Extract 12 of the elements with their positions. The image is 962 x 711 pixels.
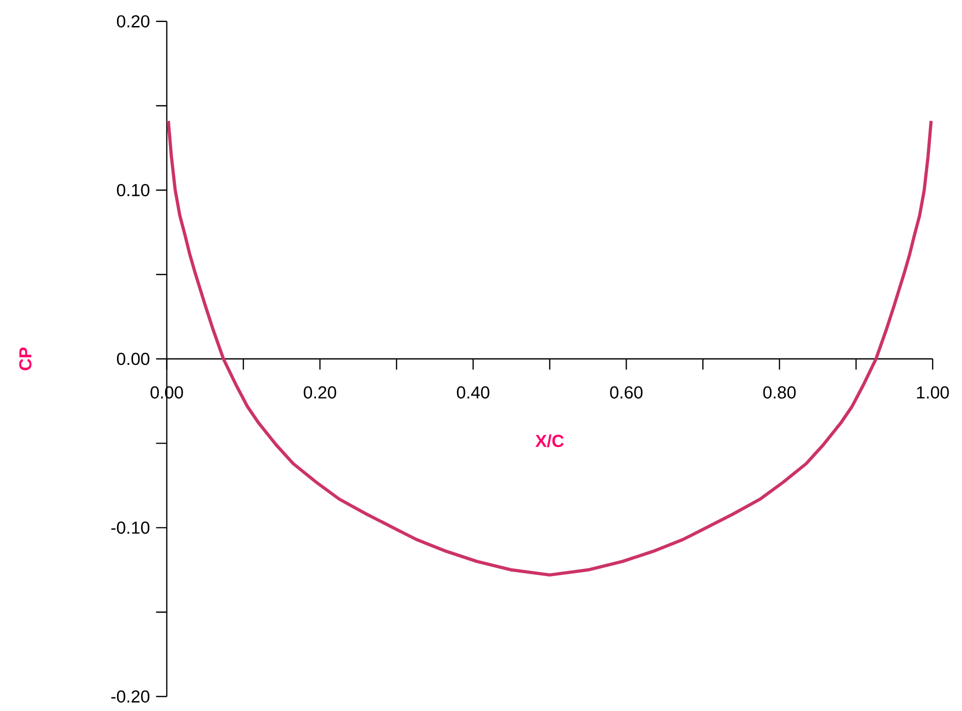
x-tick-label: 0.60	[610, 386, 643, 399]
y-tick-label: 0.00	[116, 352, 150, 365]
y-tick-label: -0.20	[111, 690, 150, 703]
y-tick-label: -0.10	[111, 521, 150, 534]
y-axis-title: CP	[19, 347, 32, 370]
x-tick-label: 1.00	[917, 386, 949, 399]
y-tick-label: 0.20	[116, 15, 150, 28]
y-tick-label: 0.10	[116, 184, 150, 196]
x-axis-title: X/C	[535, 434, 564, 448]
x-tick-label: 0.40	[456, 386, 490, 399]
x-tick-label: 0.80	[763, 386, 796, 399]
x-tick-label: 0.20	[304, 386, 336, 399]
